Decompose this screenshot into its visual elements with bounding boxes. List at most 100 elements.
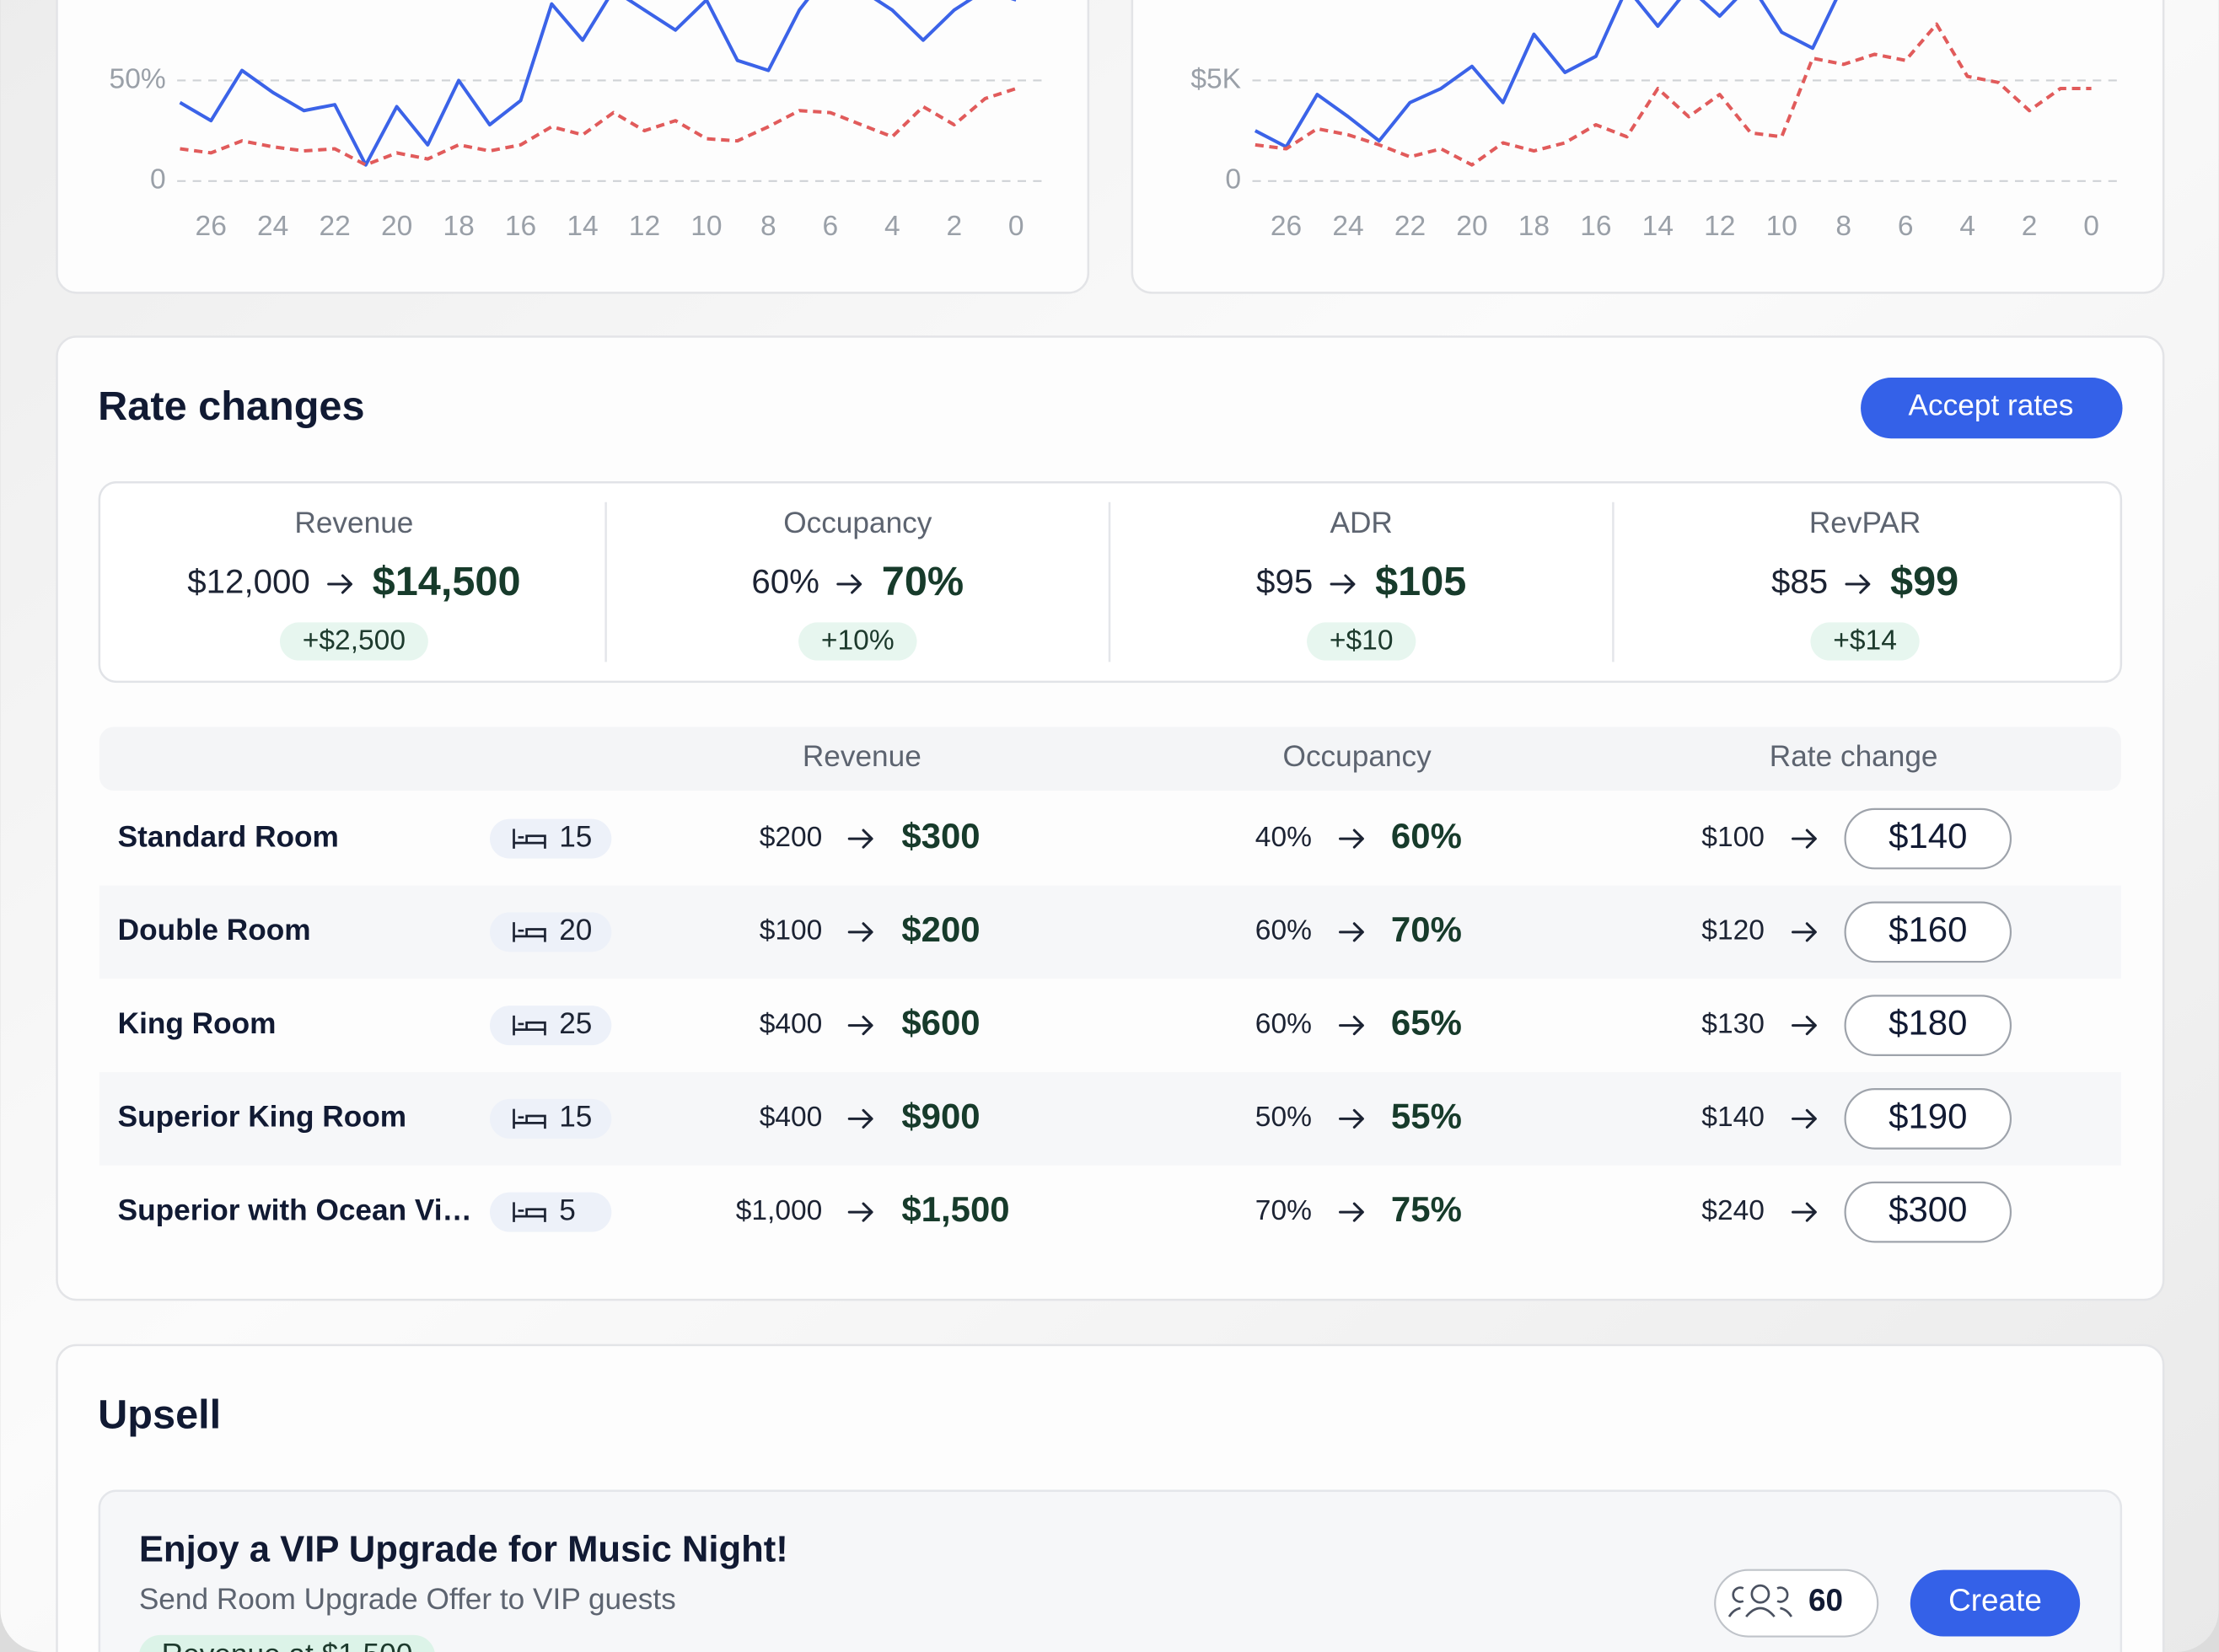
- arrow-icon: [1792, 1202, 1817, 1222]
- chart-card: [1131, 0, 2165, 294]
- offer-box: [98, 1489, 2123, 1652]
- rate-input[interactable]: [1844, 901, 2012, 963]
- x-tick-label: 6: [1898, 211, 1914, 242]
- guests-icon[interactable]: [1727, 1584, 1792, 1617]
- rate-to[interactable]: $190: [1889, 1096, 1967, 1135]
- x-tick-label: 12: [1704, 211, 1735, 242]
- accept-button-label[interactable]: Accept rates: [1909, 389, 2074, 422]
- rate-to[interactable]: $180: [1889, 1003, 1967, 1043]
- summary-to: 70%: [882, 559, 964, 604]
- rate-input[interactable]: [1844, 1181, 2012, 1243]
- summary-label: RevPAR: [1809, 507, 1921, 539]
- room-count-pill: [490, 1006, 612, 1046]
- occupancy-from: 60%: [1255, 915, 1312, 947]
- arrow-icon: [1792, 922, 1817, 942]
- revenue-to: $300: [901, 816, 980, 856]
- room-name: Double Room: [118, 914, 311, 947]
- rate-input[interactable]: [1844, 995, 2012, 1056]
- offer-badge: [139, 1634, 435, 1652]
- guests-count[interactable]: 60: [1808, 1583, 1843, 1617]
- x-tick-label: 16: [1580, 211, 1611, 242]
- room-count: 15: [559, 1101, 592, 1134]
- rate-from: $240: [1701, 1195, 1765, 1226]
- rate-to[interactable]: $300: [1889, 1189, 1967, 1229]
- summary-label: Revenue: [294, 507, 413, 539]
- x-tick-label: 14: [1642, 211, 1674, 242]
- rate-from: $140: [1701, 1102, 1765, 1133]
- arrow-icon: [1330, 574, 1356, 594]
- room-count-pill: [490, 818, 612, 859]
- occupancy-to: 55%: [1391, 1096, 1462, 1135]
- room-count-pill: [490, 1192, 612, 1232]
- x-tick-label: 18: [1518, 211, 1550, 242]
- room-name: Superior with Ocean Vi…: [118, 1193, 472, 1226]
- summary-to: $105: [1375, 559, 1466, 604]
- summary-from: $95: [1256, 563, 1313, 601]
- summary-change: +$2,500: [303, 625, 406, 657]
- rate-from: $120: [1701, 915, 1765, 947]
- revenue-from: $100: [760, 915, 823, 947]
- x-tick-label: 10: [1766, 211, 1797, 242]
- section-title: Rate changes: [98, 384, 364, 429]
- rate-input[interactable]: [1844, 1088, 2012, 1150]
- rate-to[interactable]: $160: [1889, 909, 1967, 949]
- arrow-icon: [836, 574, 862, 594]
- rate-from: $130: [1701, 1008, 1765, 1039]
- x-tick-label: 26: [196, 211, 227, 242]
- room-name: King Room: [118, 1007, 277, 1040]
- x-tick-label: 18: [443, 211, 474, 242]
- guests-pill[interactable]: [1714, 1569, 1879, 1638]
- x-tick-label: 0: [1008, 211, 1024, 242]
- arrow-icon: [847, 1108, 873, 1129]
- rate-input[interactable]: [1844, 807, 2012, 870]
- x-tick-label: 22: [1394, 211, 1426, 242]
- rate-to[interactable]: $140: [1889, 816, 1967, 856]
- room-count: 20: [559, 914, 592, 947]
- offer-subtitle: Send Room Upgrade Offer to VIP guests: [139, 1583, 676, 1616]
- room-count: 5: [559, 1193, 576, 1226]
- y-tick-label: $5K: [1190, 63, 1241, 94]
- create-button-label[interactable]: Create: [1948, 1583, 2042, 1617]
- y-tick-label: 0: [150, 164, 166, 196]
- table-header: [99, 727, 2121, 791]
- arrow-icon: [1792, 829, 1817, 849]
- revenue-from: $400: [760, 1008, 823, 1039]
- revenue-from: $400: [760, 1102, 823, 1133]
- summary-change: +$14: [1833, 625, 1897, 657]
- x-tick-label: 0: [2083, 211, 2099, 242]
- occupancy-from: 60%: [1255, 1008, 1312, 1039]
- summary-from: $12,000: [187, 563, 310, 601]
- x-tick-label: 4: [1959, 211, 1975, 242]
- occupancy-from: 40%: [1255, 822, 1312, 853]
- x-tick-label: 16: [505, 211, 536, 242]
- row-shade: [99, 885, 2121, 979]
- line-series: [180, 87, 1017, 167]
- x-tick-label: 22: [319, 211, 350, 242]
- column-header: Occupancy: [1283, 740, 1432, 773]
- section-title: Upsell: [98, 1392, 221, 1437]
- bed-icon: [513, 1108, 546, 1129]
- arrow-icon: [1339, 829, 1364, 849]
- occupancy-to: 65%: [1391, 1003, 1462, 1043]
- create-button[interactable]: [1910, 1569, 2081, 1637]
- arrow-icon: [847, 1016, 873, 1036]
- revenue-to: $1,500: [901, 1189, 1009, 1229]
- arrow-icon: [1339, 1108, 1364, 1129]
- summary-label: ADR: [1330, 507, 1393, 539]
- revenue-from: $1,000: [736, 1195, 823, 1226]
- x-tick-label: 2: [2022, 211, 2038, 242]
- arrow-icon: [847, 1202, 873, 1222]
- arrow-icon: [327, 574, 352, 594]
- arrow-icon: [847, 922, 873, 942]
- accept-button[interactable]: [1861, 378, 2123, 439]
- chart-card: [56, 0, 1090, 294]
- room-name: Standard Room: [118, 820, 339, 853]
- x-tick-label: 8: [1835, 211, 1851, 242]
- occupancy-to: 75%: [1391, 1189, 1462, 1229]
- room-count: 25: [559, 1007, 592, 1040]
- occupancy-from: 70%: [1255, 1195, 1312, 1226]
- line-series: [1255, 22, 2092, 167]
- change-pill: [798, 622, 917, 661]
